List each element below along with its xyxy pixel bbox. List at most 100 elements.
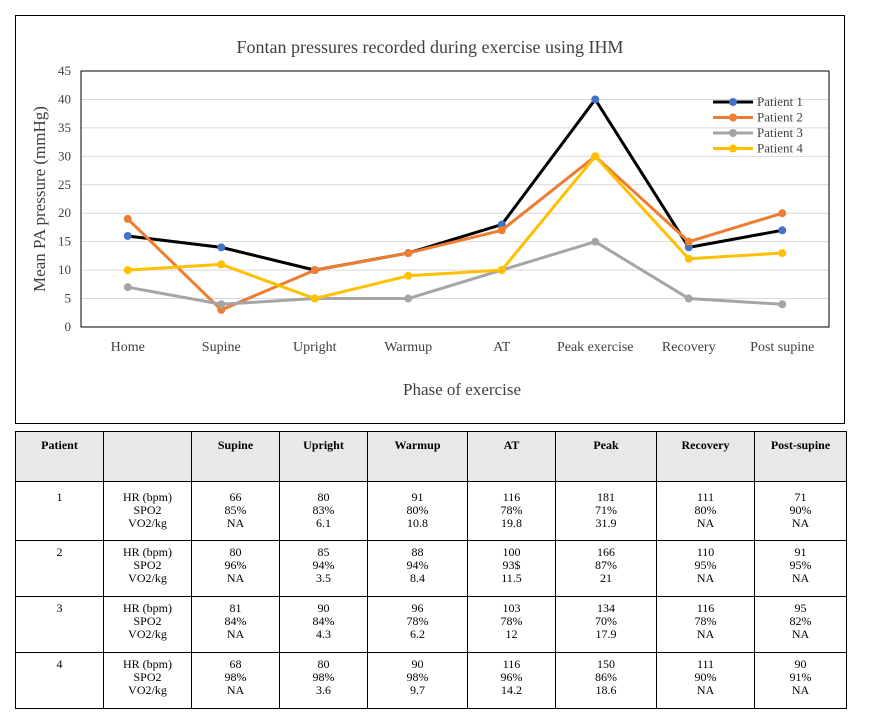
series-line [127, 154, 783, 301]
y-tick-label: 10 [58, 262, 71, 277]
cell-value: 14.2 [501, 683, 522, 697]
cell-value: NA [791, 516, 810, 530]
cell-value: 80% [694, 503, 717, 517]
metric-label: SPO2 [133, 503, 162, 517]
table-row: 3 HR (bpm) SPO2 VO2/kg 81 84% NA 90 84% 4.3 96 78% 6… [15, 596, 847, 653]
cell-value: 84% [224, 614, 247, 628]
cell-value: 19.8 [501, 516, 522, 530]
metric-label: VO2/kg [128, 516, 167, 530]
cell-value: 80 [317, 657, 330, 671]
metric-label: HR (bpm) [123, 490, 172, 504]
cell-value: 150 [597, 657, 615, 671]
cell-value: 134 [597, 601, 615, 615]
table-cell: 116 96% 14.2 [467, 652, 556, 709]
header-upright: Upright [279, 431, 368, 482]
cell-value: 81 [229, 601, 242, 615]
cell-value: NA [226, 571, 245, 585]
table-cell: 80 96% NA [191, 540, 280, 597]
data-point [684, 243, 693, 252]
table-cell: 80 98% 3.6 [279, 652, 368, 709]
cell-value: 166 [597, 545, 615, 559]
cell-value: 78% [500, 614, 523, 628]
line-chart: Fontan pressures recorded during exercis… [30, 37, 830, 399]
cell-value: 78% [500, 503, 523, 517]
cell-value: 86% [595, 670, 617, 684]
x-tick-label: Peak exercise [557, 340, 634, 355]
table-cell: 68 98% NA [191, 652, 280, 709]
cell-value: 111 [696, 657, 715, 671]
cell-value: 91 [794, 545, 807, 559]
cell-value: 116 [696, 601, 715, 615]
data-point [778, 209, 787, 218]
cell-value: 82% [789, 614, 812, 628]
y-tick-label: 15 [58, 234, 71, 249]
metric-label: SPO2 [133, 670, 162, 684]
table-cell: 110 95% NA [656, 540, 755, 597]
data-point [684, 294, 693, 303]
y-tick-label: 0 [65, 319, 72, 334]
table-cell: 80 83% 6.1 [279, 481, 368, 541]
cell-value: NA [696, 571, 715, 585]
cell-value: 96 [411, 601, 424, 615]
y-tick-label: 25 [58, 177, 71, 192]
header-at: AT [467, 431, 556, 482]
exercise-data-table: Patient Supine Upright Warmup AT Peak Re… [15, 431, 847, 709]
data-point [497, 226, 506, 235]
cell-value: NA [791, 627, 810, 641]
metric-labels: HR (bpm) SPO2 VO2/kg [103, 596, 192, 653]
table-cell: 103 78% 12 [467, 596, 556, 653]
data-point [778, 300, 787, 309]
cell-value: 90% [694, 670, 717, 684]
data-point [591, 95, 600, 104]
cell-value: 10.8 [407, 516, 428, 530]
data-point [217, 260, 226, 269]
metric-label: HR (bpm) [123, 657, 172, 671]
table-cell: 91 95% NA [754, 540, 847, 597]
cell-value: 68 [229, 657, 242, 671]
legend-marker [729, 98, 737, 106]
cell-value: 83% [312, 503, 335, 517]
metric-labels: HR (bpm) SPO2 VO2/kg [103, 540, 192, 597]
data-point [404, 249, 413, 258]
header-peak: Peak [555, 431, 657, 482]
x-tick-label: Upright [293, 340, 337, 355]
x-tick-label: Supine [202, 340, 241, 355]
patient-number: 3 [15, 596, 104, 653]
data-point [123, 214, 132, 223]
metric-labels: HR (bpm) SPO2 VO2/kg [103, 481, 192, 541]
chart-container: Fontan pressures recorded during exercis… [15, 15, 845, 424]
table-cell: 91 80% 10.8 [367, 481, 468, 541]
table-cell: 66 85% NA [191, 481, 280, 541]
table-cell: 71 90% NA [754, 481, 847, 541]
chart-title: Fontan pressures recorded during exercis… [237, 37, 624, 57]
cell-value: 6.2 [410, 627, 425, 641]
metric-label: VO2/kg [128, 683, 167, 697]
header-warmup: Warmup [367, 431, 468, 482]
data-point [217, 300, 226, 309]
cell-value: 95% [694, 558, 717, 572]
cell-value: 3.6 [316, 683, 331, 697]
cell-value: 116 [502, 657, 521, 671]
table-cell: 88 94% 8.4 [367, 540, 468, 597]
cell-value: 8.4 [410, 571, 425, 585]
cell-value: 91% [789, 670, 812, 684]
table-cell: 81 84% NA [191, 596, 280, 653]
cell-value: 110 [696, 545, 715, 559]
cell-value: NA [791, 683, 810, 697]
y-tick-label: 35 [58, 120, 71, 135]
cell-value: 80% [406, 503, 429, 517]
header-post-supine: Post-supine [754, 431, 847, 482]
table-cell: 116 78% 19.8 [467, 481, 556, 541]
x-tick-label: Recovery [662, 340, 716, 355]
table-cell: 181 71% 31.9 [555, 481, 657, 541]
cell-value: 103 [502, 601, 521, 615]
legend-label: Patient 2 [757, 110, 803, 125]
cell-value: NA [696, 683, 715, 697]
cell-value: NA [226, 516, 245, 530]
header-patient: Patient [15, 431, 104, 482]
data-point [310, 266, 319, 275]
data-point [684, 237, 693, 246]
cell-value: 11.5 [501, 571, 522, 585]
x-axis-title: Phase of exercise [403, 380, 521, 399]
table-cell: 95 82% NA [754, 596, 847, 653]
